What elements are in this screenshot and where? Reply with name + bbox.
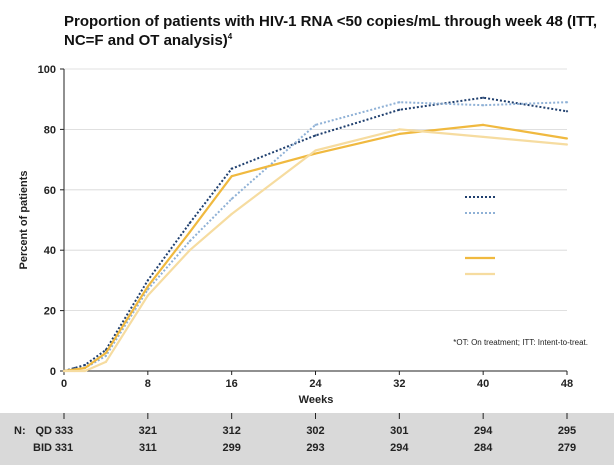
n-table-cell-bid-48: 279 — [558, 442, 576, 454]
x-tick-label-24: 24 — [309, 378, 322, 390]
series-2 — [62, 101, 569, 373]
series-2-point — [482, 104, 485, 107]
chart-title-text: Proportion of patients with HIV-1 RNA <5… — [64, 13, 597, 49]
y-tick-label-20: 20 — [44, 306, 56, 318]
series-3-point — [314, 152, 317, 155]
series-2-line — [63, 101, 568, 372]
n-table-cell-qd-16: 312 — [222, 425, 240, 437]
x-tick-label-0: 0 — [61, 378, 67, 390]
series-3-point — [146, 285, 149, 288]
series-1-point — [146, 279, 149, 282]
series-1-point — [188, 221, 191, 225]
y-tick-label-0: 0 — [50, 366, 56, 378]
series-3 — [62, 123, 569, 373]
x-tick-label-32: 32 — [393, 378, 405, 390]
patient-count-table: N: QD 333 321 312 302 301 294 295 BID 331 311 299 293… — [14, 425, 576, 454]
x-axis-label: Weeks — [299, 394, 334, 406]
n-table-cell-qd-8: 321 — [139, 425, 157, 437]
series-1-point — [83, 363, 87, 367]
n-table-cell-bid-40: 284 — [474, 442, 493, 454]
series-2-point — [230, 197, 233, 200]
n-table-cell-bid-24: 293 — [306, 442, 324, 454]
series-2-point — [188, 240, 191, 243]
n-table-cell-bid-8: 311 — [139, 442, 157, 454]
series-4-point — [314, 149, 317, 152]
series-3-point — [188, 230, 191, 234]
series-2-point — [565, 101, 569, 104]
series-3-line — [63, 123, 568, 373]
series-4-point — [398, 128, 401, 131]
y-tick-label-80: 80 — [44, 124, 56, 136]
series-4-point — [230, 212, 233, 216]
x-tick-label-8: 8 — [145, 378, 151, 390]
series-4 — [62, 128, 569, 373]
series-3-point — [83, 366, 87, 370]
n-table-cell-qd-0: 333 — [55, 425, 73, 437]
series-2-point — [104, 354, 108, 357]
chart-title: Proportion of patients with HIV-1 RNA <5… — [64, 12, 604, 50]
n-table-cell-qd-24: 302 — [306, 425, 324, 437]
series-2-point — [398, 101, 401, 104]
chart-title-reference: 4 — [227, 32, 233, 41]
series-4-point — [482, 135, 485, 139]
y-tick-label-60: 60 — [44, 185, 56, 197]
n-table-cell-qd-32: 301 — [390, 425, 408, 437]
n-table-cell-bid-0: 331 — [55, 442, 73, 454]
series-4-point — [62, 369, 66, 373]
x-tick-label-40: 40 — [477, 378, 489, 390]
axes: 0 20 40 60 80 100 0 8 16 24 32 40 48 — [38, 64, 573, 419]
series-2-point — [314, 123, 317, 126]
n-table-row-name-qd: QD — [36, 425, 53, 437]
series-3-point — [104, 351, 108, 354]
series-3-point — [398, 132, 401, 136]
grid — [64, 68, 567, 312]
series-4-point — [146, 294, 149, 297]
series-1-point — [482, 96, 485, 99]
x-tick-label-48: 48 — [561, 378, 573, 390]
footnote: *OT: On treatment; ITT: Intent-to-treat. — [453, 338, 588, 347]
n-table-cell-qd-40: 294 — [474, 425, 493, 437]
n-table-cell-bid-32: 294 — [390, 442, 409, 454]
series-1-point — [230, 167, 233, 170]
series-3-point — [565, 137, 569, 140]
y-tick-label-100: 100 — [38, 64, 56, 76]
patient-count-band — [0, 413, 614, 465]
n-table-label: N: — [14, 425, 26, 437]
y-tick-label-40: 40 — [44, 245, 56, 257]
series-3-point — [482, 123, 485, 126]
series-4-point — [73, 369, 76, 373]
n-table-cell-bid-16: 299 — [222, 442, 240, 454]
series-4-point — [565, 143, 569, 146]
series-1-point — [565, 110, 569, 113]
y-axis-label: Percent of patients — [18, 170, 30, 269]
n-table-cell-qd-48: 295 — [558, 425, 576, 437]
series-4-point — [104, 360, 108, 364]
series-1-point — [314, 134, 317, 137]
series-4-point — [83, 369, 87, 373]
series-3-point — [230, 175, 233, 178]
series — [62, 96, 569, 373]
legend — [465, 196, 495, 276]
x-tick-label-16: 16 — [226, 378, 238, 390]
series-4-point — [188, 249, 191, 252]
n-table-row-name-bid: BID — [33, 442, 52, 454]
series-1-point — [398, 108, 401, 111]
